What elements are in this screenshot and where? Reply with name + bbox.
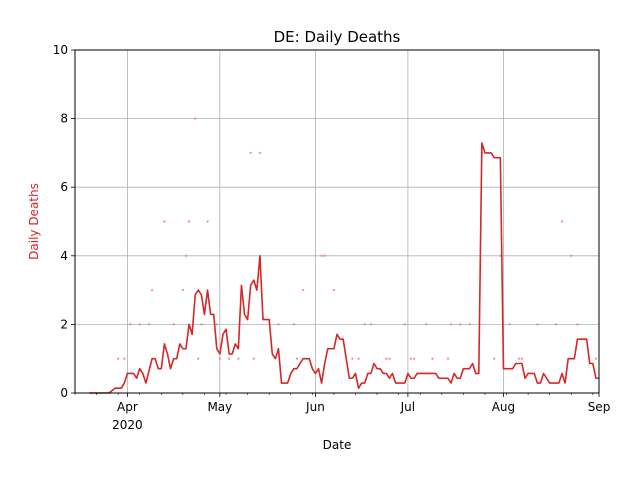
rolling-line	[90, 142, 599, 394]
daily-point	[499, 254, 502, 257]
daily-point	[508, 323, 511, 326]
daily-point	[403, 323, 407, 326]
y-tick-label: 8	[60, 112, 68, 126]
daily-point	[560, 220, 564, 223]
daily-point	[292, 323, 296, 326]
daily-point	[385, 357, 388, 360]
daily-point	[412, 357, 416, 360]
daily-point	[147, 323, 151, 326]
x-tick-label: Aug	[492, 400, 515, 414]
x-axis-ticks: Apr 2020 May Jun Jul Aug Sep	[74, 393, 611, 432]
daily-point	[446, 357, 450, 360]
x-tick-label: Jun	[305, 400, 325, 414]
daily-point	[536, 323, 539, 326]
daily-point	[459, 323, 462, 326]
daily-points	[89, 117, 598, 395]
daily-point	[181, 288, 185, 292]
x-tick-sublabel: 2020	[112, 418, 143, 432]
daily-point	[320, 254, 323, 257]
x-tick-label: Sep	[588, 400, 611, 414]
daily-point	[517, 357, 521, 360]
daily-point	[227, 357, 231, 360]
daily-point	[351, 357, 354, 360]
daily-point	[369, 323, 373, 326]
daily-point	[187, 220, 191, 223]
daily-point	[197, 357, 200, 360]
daily-point	[409, 357, 413, 360]
daily-point	[200, 323, 203, 326]
daily-point	[116, 357, 120, 360]
daily-point	[332, 288, 336, 292]
daily-point	[520, 357, 524, 360]
daily-point	[194, 117, 197, 120]
x-tick-label: Apr	[117, 400, 138, 414]
daily-point	[258, 151, 262, 155]
chart-title: DE: Daily Deaths	[274, 28, 401, 46]
daily-point	[449, 323, 453, 326]
y-tick-label: 6	[60, 180, 68, 194]
daily-point	[237, 357, 240, 360]
x-tick-label: May	[207, 400, 232, 414]
daily-point	[123, 357, 126, 360]
daily-point	[493, 357, 496, 360]
daily-point	[554, 323, 558, 326]
y-tick-label: 2	[60, 317, 68, 331]
daily-point	[576, 323, 579, 326]
daily-point	[218, 357, 222, 360]
daily-point	[323, 254, 326, 257]
daily-point	[150, 288, 154, 292]
daily-point	[468, 323, 471, 326]
daily-point	[252, 357, 255, 360]
daily-point	[357, 357, 360, 360]
daily-point	[215, 323, 218, 326]
x-tick-label: Jul	[400, 400, 415, 414]
daily-point	[206, 220, 209, 223]
daily-point	[172, 323, 175, 326]
y-tick-label: 4	[60, 249, 68, 263]
daily-point	[425, 323, 428, 326]
y-axis-ticks: 0 2 4 6 8 10	[53, 43, 75, 400]
daily-point	[388, 357, 391, 360]
plot-frame	[74, 49, 600, 394]
series-line	[90, 142, 599, 394]
y-tick-label: 0	[60, 386, 68, 400]
daily-point	[249, 151, 252, 155]
y-tick-label: 10	[53, 43, 68, 57]
y-axis-label: Daily Deaths	[27, 183, 41, 260]
daily-point	[594, 357, 598, 360]
daily-point	[138, 323, 141, 326]
daily-point	[295, 357, 299, 360]
daily-point	[129, 323, 132, 326]
daily-point	[301, 288, 305, 292]
daily-point	[431, 357, 434, 360]
daily-point	[163, 220, 166, 223]
daily-point	[363, 323, 366, 326]
daily-point	[277, 323, 280, 326]
x-axis-label: Date	[323, 438, 352, 452]
daily-point	[184, 254, 188, 257]
daily-point	[570, 254, 573, 257]
